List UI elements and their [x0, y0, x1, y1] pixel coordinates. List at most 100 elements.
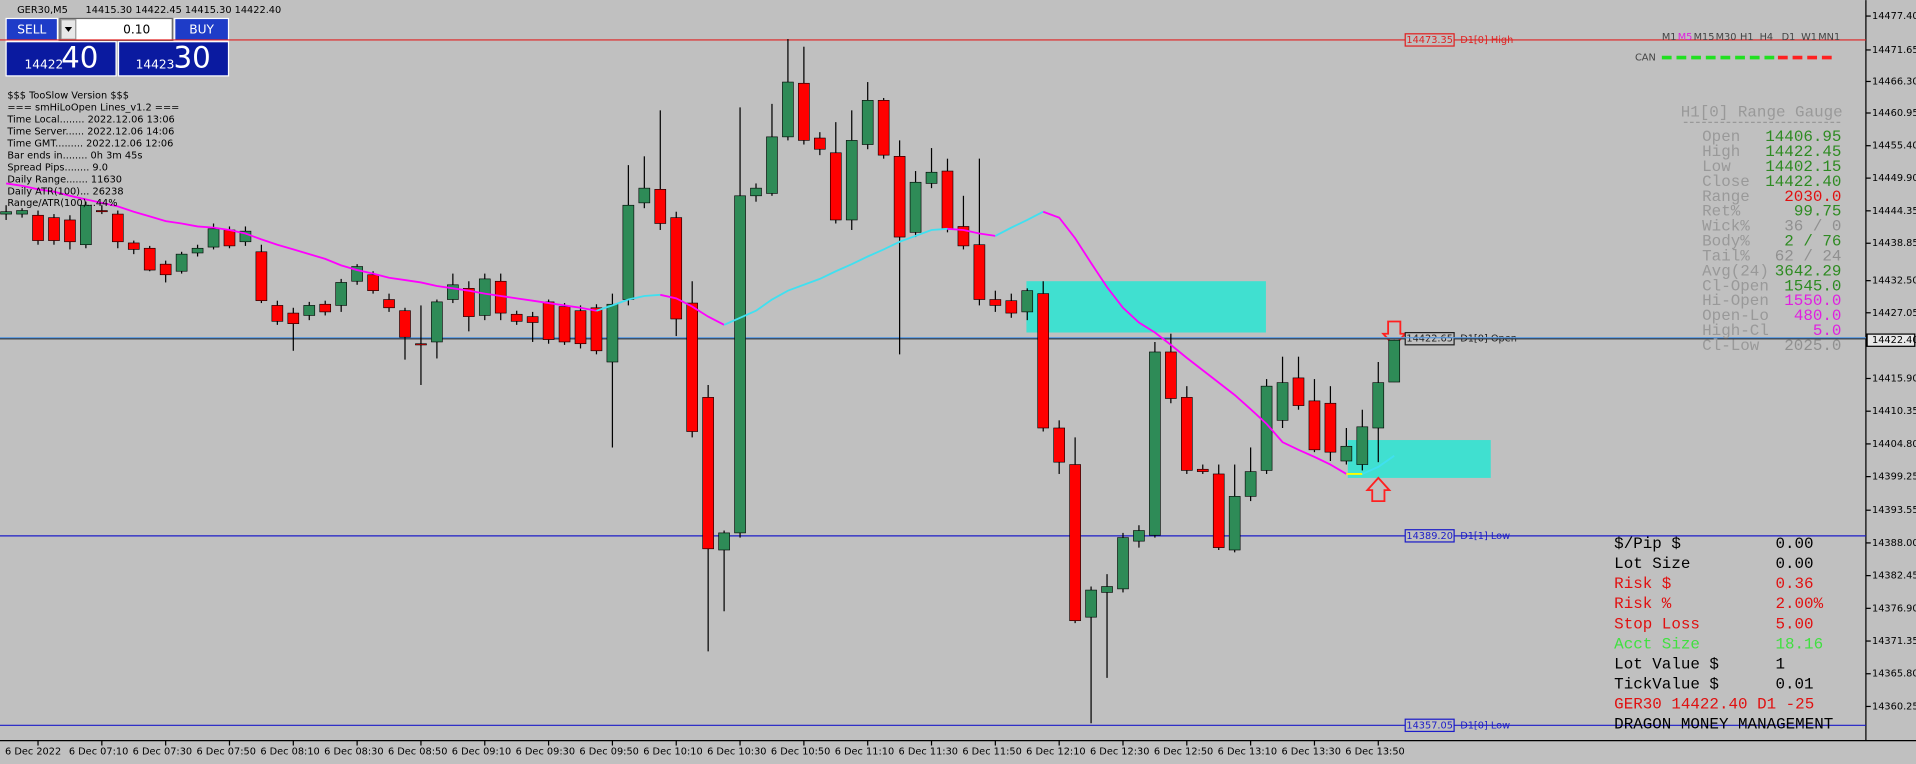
candle-body: [1021, 290, 1034, 313]
timeframe: H4: [1760, 32, 1774, 43]
candle-body: [702, 397, 714, 550]
candle-body: [542, 301, 555, 340]
candle-body: [909, 181, 922, 233]
x-tick-label: 6 Dec 08:30: [324, 747, 383, 758]
candle-body: [271, 305, 284, 322]
info-line: Daily ATR(100)... 26238: [7, 186, 123, 197]
candle-body: [526, 316, 539, 323]
money-value: 18.16: [1775, 635, 1823, 653]
money-value: 2.00%: [1775, 595, 1823, 613]
candle-body: [319, 303, 332, 313]
x-tick-label: 6 Dec 09:10: [452, 747, 511, 758]
candle-body: [367, 274, 379, 291]
y-tick-label: 14438.85: [1872, 238, 1916, 249]
symbol: GER30,M5: [17, 5, 68, 16]
candle-body: [638, 187, 651, 204]
y-tick-label: 14388.00: [1872, 538, 1916, 549]
buy-price-box[interactable]: [117, 41, 230, 77]
sell-label[interactable]: SELL: [17, 23, 46, 37]
x-tick-label: 6 Dec 10:50: [771, 747, 830, 758]
money-label: Risk $: [1614, 575, 1671, 593]
candle-body: [814, 137, 826, 150]
lot-value[interactable]: 0.10: [123, 23, 150, 37]
y-tick-label: 14399.25: [1872, 472, 1916, 483]
y-tick-label: 14360.25: [1872, 701, 1916, 712]
x-tick-label: 6 Dec 12:10: [1026, 747, 1085, 758]
ma-line: [596, 293, 661, 312]
x-tick-label: 6 Dec 12:50: [1154, 747, 1213, 758]
sell-price-box[interactable]: [5, 41, 117, 77]
level-box: [1404, 529, 1455, 543]
current-price-label: 14422.40: [1872, 335, 1916, 346]
candle-body: [782, 81, 794, 138]
candle-body: [1228, 496, 1241, 551]
candle-body: [127, 242, 140, 250]
gauge-label: Low: [1702, 158, 1731, 176]
level-name: D1[0] High: [1460, 35, 1513, 46]
lot-input[interactable]: [59, 17, 173, 42]
x-tick-label: 6 Dec 11:50: [962, 747, 1021, 758]
candle-body: [1244, 471, 1257, 497]
y-tick-label: 14410.35: [1872, 406, 1916, 417]
candle-body: [1356, 426, 1369, 465]
y-tick-label: 14382.45: [1872, 571, 1916, 582]
money-label: Acct Size: [1614, 635, 1700, 653]
candle-body: [96, 210, 108, 213]
candle-body: [1196, 468, 1209, 472]
x-tick-label: 6 Dec 09:50: [579, 747, 638, 758]
candle-body: [175, 253, 188, 272]
buy-price-big: 30: [174, 40, 211, 74]
candle-body: [255, 251, 268, 302]
x-tick-label: 6 Dec 12:30: [1090, 747, 1149, 758]
money-label: $/Pip $: [1614, 535, 1681, 553]
level-price: 14473.35: [1406, 35, 1453, 46]
candle-body: [1069, 464, 1081, 622]
x-tick-label: 6 Dec 13:10: [1218, 747, 1277, 758]
candle-body: [750, 187, 762, 197]
info-line: Range/ATR(100)...44%: [7, 198, 117, 209]
gauge-value: 2 / 76: [1784, 233, 1841, 251]
gauge-value: 14422.40: [1765, 173, 1841, 191]
candle-body: [1372, 382, 1385, 429]
candle-body: [431, 301, 443, 343]
candle-body: [159, 263, 172, 276]
timeframe: M15: [1694, 32, 1715, 43]
candle-body: [223, 229, 236, 247]
timeframe: M5: [1678, 32, 1693, 43]
gauge-label: Open: [1702, 128, 1740, 146]
candle-body: [111, 213, 124, 243]
info-line: Daily Range....... 11630: [7, 174, 122, 185]
gauge-label: Tail%: [1702, 247, 1750, 265]
candle-body: [399, 310, 411, 338]
candle-body: [845, 140, 858, 221]
ma-line: [723, 227, 948, 326]
gauge-value: 1550.0: [1784, 292, 1841, 310]
candle-body: [957, 226, 970, 247]
candle-body: [1149, 351, 1161, 536]
candle-body: [686, 302, 698, 432]
candle-body: [16, 210, 28, 215]
ma-line: [947, 227, 996, 237]
candle-body: [941, 170, 954, 230]
gauge-title: H1[0] Range Gauge: [1681, 104, 1843, 122]
gauge-label: Wick%: [1702, 218, 1750, 236]
candle-body: [1292, 377, 1305, 406]
x-tick-label: 6 Dec 09:30: [516, 747, 575, 758]
x-tick-label: 6 Dec 11:30: [899, 747, 958, 758]
y-tick-label: 14455.40: [1872, 141, 1916, 152]
candle-body: [1005, 300, 1018, 314]
timeframe: M1: [1662, 32, 1677, 43]
buy-label[interactable]: BUY: [189, 23, 214, 37]
candle-body: [989, 299, 1002, 306]
y-tick-label: 14415.90: [1872, 373, 1916, 384]
y-tick-label: 14444.35: [1872, 206, 1916, 217]
x-tick-label: 6 Dec 2022: [5, 747, 61, 758]
candle-body: [1212, 473, 1225, 548]
level-box: [1404, 33, 1455, 47]
candle-body: [829, 152, 842, 221]
zones: [1026, 281, 1491, 478]
candle-body: [48, 217, 60, 241]
candle-body: [893, 156, 906, 238]
money-value: 0.00: [1775, 555, 1813, 573]
